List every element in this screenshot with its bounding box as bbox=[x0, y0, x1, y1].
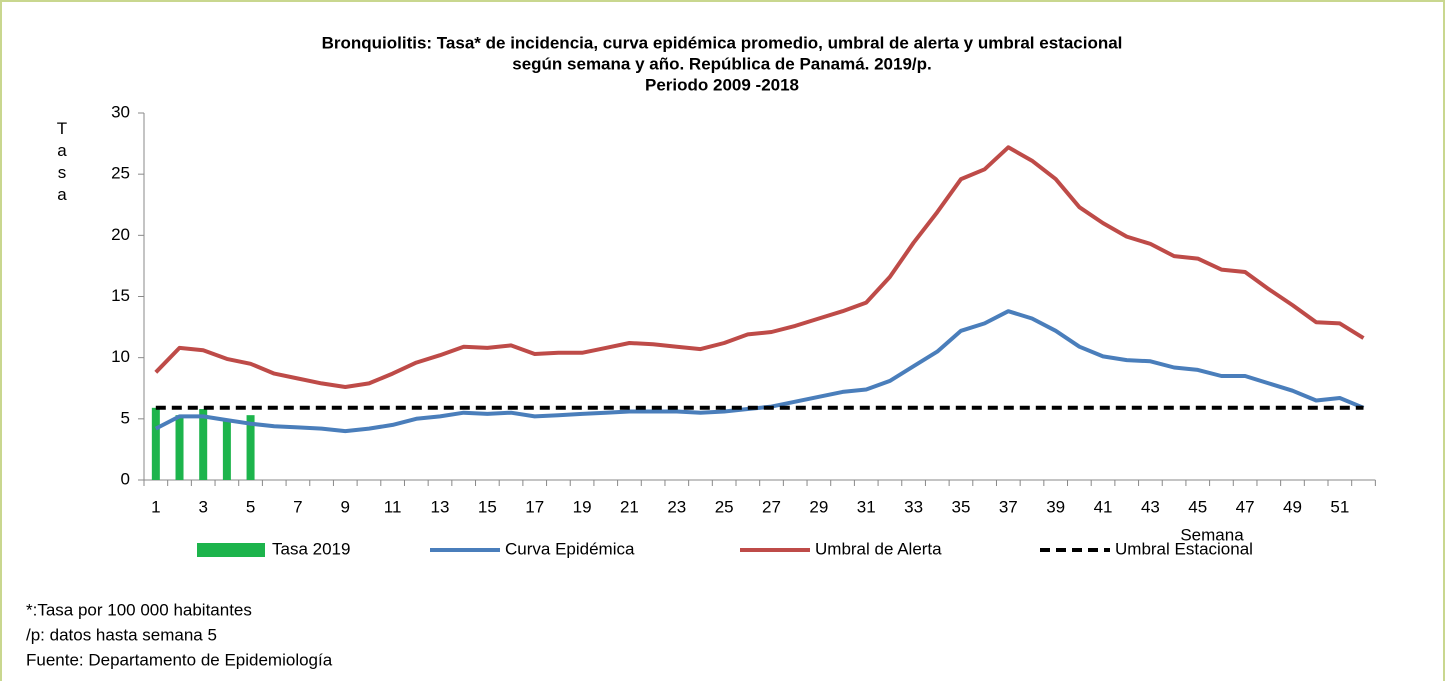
x-tick-label: 27 bbox=[762, 497, 781, 516]
bar bbox=[175, 415, 184, 480]
x-tick-label: 37 bbox=[999, 497, 1018, 516]
y-tick-label: 0 bbox=[121, 469, 130, 488]
footnote: *:Tasa por 100 000 habitantes bbox=[26, 600, 252, 619]
x-tick-label: 21 bbox=[620, 497, 639, 516]
bar bbox=[199, 409, 208, 480]
x-tick-label: 17 bbox=[525, 497, 544, 516]
y-tick-label: 10 bbox=[111, 347, 130, 366]
bar bbox=[222, 420, 231, 480]
y-tick-label: 30 bbox=[111, 102, 130, 121]
x-axis-label: Semana bbox=[1180, 525, 1244, 544]
bar bbox=[246, 415, 255, 480]
x-tick-label: 39 bbox=[1046, 497, 1065, 516]
footnote: /p: datos hasta semana 5 bbox=[26, 625, 217, 644]
x-tick-label: 29 bbox=[809, 497, 828, 516]
y-tick-label: 25 bbox=[111, 164, 130, 183]
chart-title: según semana y año. República de Panamá.… bbox=[512, 54, 932, 73]
x-tick-label: 43 bbox=[1141, 497, 1160, 516]
x-tick-label: 5 bbox=[246, 497, 255, 516]
x-tick-label: 3 bbox=[198, 497, 207, 516]
x-tick-label: 13 bbox=[431, 497, 450, 516]
legend-label: Umbral de Alerta bbox=[815, 539, 942, 558]
series-line bbox=[154, 309, 1365, 434]
x-tick-label: 11 bbox=[384, 497, 402, 516]
x-tick-label: 7 bbox=[293, 497, 302, 516]
series-line bbox=[154, 145, 1365, 389]
x-tick-label: 23 bbox=[667, 497, 686, 516]
y-tick-label: 5 bbox=[121, 408, 130, 427]
x-tick-label: 35 bbox=[951, 497, 970, 516]
x-tick-label: 41 bbox=[1094, 497, 1113, 516]
x-tick-label: 33 bbox=[904, 497, 923, 516]
bar bbox=[151, 407, 160, 480]
x-tick-label: 19 bbox=[573, 497, 592, 516]
legend-label: Tasa 2019 bbox=[272, 539, 350, 558]
x-tick-label: 47 bbox=[1236, 497, 1255, 516]
y-tick-label: 15 bbox=[111, 286, 130, 305]
y-tick-label: 20 bbox=[111, 225, 130, 244]
x-tick-label: 15 bbox=[478, 497, 497, 516]
x-tick-label: 49 bbox=[1283, 497, 1302, 516]
x-tick-label: 51 bbox=[1330, 497, 1349, 516]
legend-swatch bbox=[197, 543, 265, 557]
x-tick-label: 25 bbox=[715, 497, 734, 516]
chart-title: Periodo 2009 -2018 bbox=[645, 75, 799, 94]
x-tick-label: 9 bbox=[341, 497, 350, 516]
x-tick-label: 45 bbox=[1188, 497, 1207, 516]
legend-label: Umbral Estacional bbox=[1115, 539, 1253, 558]
legend-label: Curva Epidémica bbox=[505, 539, 635, 558]
footnote: Fuente: Departamento de Epidemiología bbox=[26, 650, 333, 669]
chart-title: Bronquiolitis: Tasa* de incidencia, curv… bbox=[322, 33, 1123, 52]
x-tick-label: 1 bbox=[151, 497, 160, 516]
x-tick-label: 31 bbox=[857, 497, 876, 516]
